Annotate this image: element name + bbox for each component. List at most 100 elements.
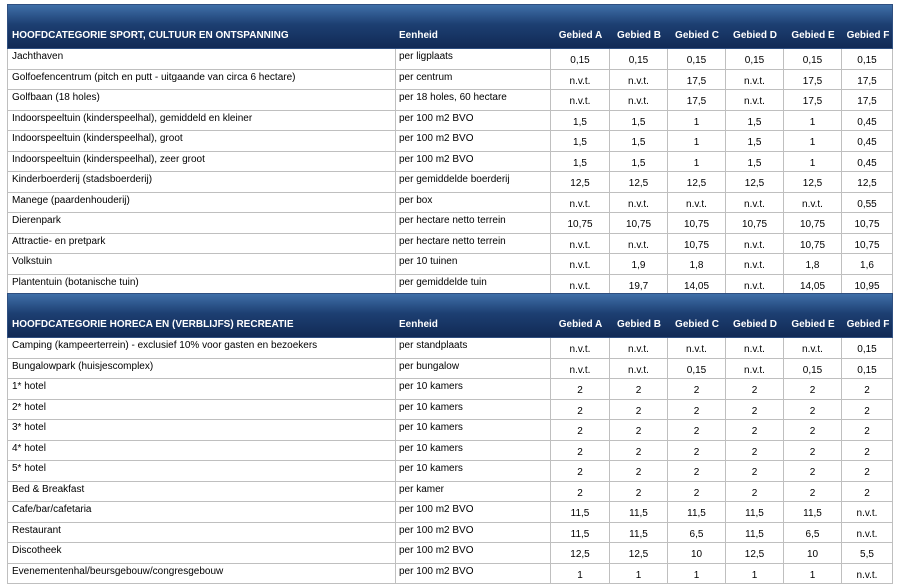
category-name-cell: 1* hotel — [7, 379, 395, 399]
column-header-area-b: Gebied B — [610, 30, 668, 41]
value-cell-area-b: 1,9 — [609, 254, 667, 274]
table-row: Indoorspeeltuin (kinderspeelhal), zeer g… — [7, 152, 893, 173]
value-cell-area-c: 1 — [667, 131, 725, 151]
value-cell-area-f: 2 — [841, 482, 893, 502]
category-name-cell: Bed & Breakfast — [7, 482, 395, 502]
value-cell-area-f: n.v.t. — [841, 502, 893, 522]
value-cell-area-e: 1 — [783, 564, 841, 584]
unit-cell: per 18 holes, 60 hectare — [395, 90, 550, 110]
value-cell-area-a: 1,5 — [550, 152, 609, 172]
value-cell-area-a: n.v.t. — [550, 90, 609, 110]
value-cell-area-e: 0,15 — [783, 359, 841, 379]
value-cell-area-d: 2 — [725, 441, 783, 461]
value-cell-area-a: 11,5 — [550, 523, 609, 543]
value-cell-area-c: 2 — [667, 420, 725, 440]
category-name-cell: Discotheek — [7, 543, 395, 563]
category-name-cell: Camping (kampeerterrein) - exclusief 10%… — [7, 338, 395, 358]
value-cell-area-f: n.v.t. — [841, 523, 893, 543]
category-name-cell: Volkstuin — [7, 254, 395, 274]
column-header-area-a: Gebied A — [551, 30, 610, 41]
value-cell-area-d: 12,5 — [725, 172, 783, 192]
unit-cell: per ligplaats — [395, 49, 550, 69]
value-cell-area-e: 1 — [783, 111, 841, 131]
value-cell-area-e: 2 — [783, 461, 841, 481]
category-name-cell: Indoorspeeltuin (kinderspeelhal), gemidd… — [7, 111, 395, 131]
value-cell-area-f: 12,5 — [841, 172, 893, 192]
unit-cell: per 10 kamers — [395, 461, 550, 481]
column-header-area-a: Gebied A — [551, 319, 610, 330]
value-cell-area-f: 10,75 — [841, 213, 893, 233]
value-cell-area-c: 10,75 — [667, 234, 725, 254]
category-name-cell: Manege (paardenhouderij) — [7, 193, 395, 213]
value-cell-area-c: 0,15 — [667, 359, 725, 379]
category-name-cell: Golfbaan (18 holes) — [7, 90, 395, 110]
value-cell-area-e: 17,5 — [783, 90, 841, 110]
value-cell-area-e: 12,5 — [783, 172, 841, 192]
value-cell-area-e: 1 — [783, 131, 841, 151]
value-cell-area-b: 11,5 — [609, 523, 667, 543]
unit-cell: per 100 m2 BVO — [395, 111, 550, 131]
value-cell-area-b: 2 — [609, 420, 667, 440]
table-title: HOOFDCATEGORIE SPORT, CULTUUR EN ONTSPAN… — [12, 30, 289, 41]
table-row: Golfoefencentrum (pitch en putt - uitgaa… — [7, 70, 893, 91]
value-cell-area-f: 17,5 — [841, 70, 893, 90]
value-cell-area-e: 2 — [783, 379, 841, 399]
category-name-cell: Golfoefencentrum (pitch en putt - uitgaa… — [7, 70, 395, 90]
unit-cell: per bungalow — [395, 359, 550, 379]
unit-cell: per 10 kamers — [395, 379, 550, 399]
value-cell-area-e: n.v.t. — [783, 193, 841, 213]
value-cell-area-c: 17,5 — [667, 70, 725, 90]
value-cell-area-f: 5,5 — [841, 543, 893, 563]
unit-cell: per kamer — [395, 482, 550, 502]
category-name-cell: 3* hotel — [7, 420, 395, 440]
category-name-cell: Indoorspeeltuin (kinderspeelhal), zeer g… — [7, 152, 395, 172]
unit-cell: per 10 kamers — [395, 420, 550, 440]
table-row: Bungalowpark (huisjescomplex)per bungalo… — [7, 359, 893, 380]
table-row: Kinderboerderij (stadsboerderij)per gemi… — [7, 172, 893, 193]
value-cell-area-e: 6,5 — [783, 523, 841, 543]
value-cell-area-c: 2 — [667, 482, 725, 502]
value-cell-area-d: n.v.t. — [725, 70, 783, 90]
sport-culture-table: HOOFDCATEGORIE SPORT, CULTUUR EN ONTSPAN… — [7, 4, 893, 295]
value-cell-area-f: 2 — [841, 420, 893, 440]
value-cell-area-a: n.v.t. — [550, 275, 609, 295]
value-cell-area-d: 2 — [725, 461, 783, 481]
value-cell-area-d: 1,5 — [725, 111, 783, 131]
value-cell-area-e: 2 — [783, 420, 841, 440]
column-header-area-e: Gebied E — [784, 30, 842, 41]
value-cell-area-a: 12,5 — [550, 543, 609, 563]
column-header-area-d: Gebied D — [726, 319, 784, 330]
value-cell-area-d: 2 — [725, 379, 783, 399]
category-name-cell: 4* hotel — [7, 441, 395, 461]
value-cell-area-d: n.v.t. — [725, 254, 783, 274]
value-cell-area-b: 2 — [609, 441, 667, 461]
value-cell-area-c: 10,75 — [667, 213, 725, 233]
value-cell-area-c: 1,8 — [667, 254, 725, 274]
unit-cell: per 10 tuinen — [395, 254, 550, 274]
value-cell-area-f: 0,45 — [841, 111, 893, 131]
unit-cell: per 100 m2 BVO — [395, 152, 550, 172]
column-header-area-b: Gebied B — [610, 319, 668, 330]
category-name-cell: 2* hotel — [7, 400, 395, 420]
value-cell-area-a: n.v.t. — [550, 254, 609, 274]
value-cell-area-b: 19,7 — [609, 275, 667, 295]
table-row: Camping (kampeerterrein) - exclusief 10%… — [7, 338, 893, 359]
value-cell-area-e: 1 — [783, 152, 841, 172]
value-cell-area-d: 11,5 — [725, 502, 783, 522]
value-cell-area-f: 2 — [841, 461, 893, 481]
unit-cell: per 10 kamers — [395, 441, 550, 461]
column-header-area-e: Gebied E — [784, 319, 842, 330]
column-header-area-f: Gebied F — [842, 30, 894, 41]
value-cell-area-a: 2 — [550, 379, 609, 399]
value-cell-area-b: 2 — [609, 482, 667, 502]
value-cell-area-a: 12,5 — [550, 172, 609, 192]
value-cell-area-d: 1,5 — [725, 131, 783, 151]
value-cell-area-c: 12,5 — [667, 172, 725, 192]
